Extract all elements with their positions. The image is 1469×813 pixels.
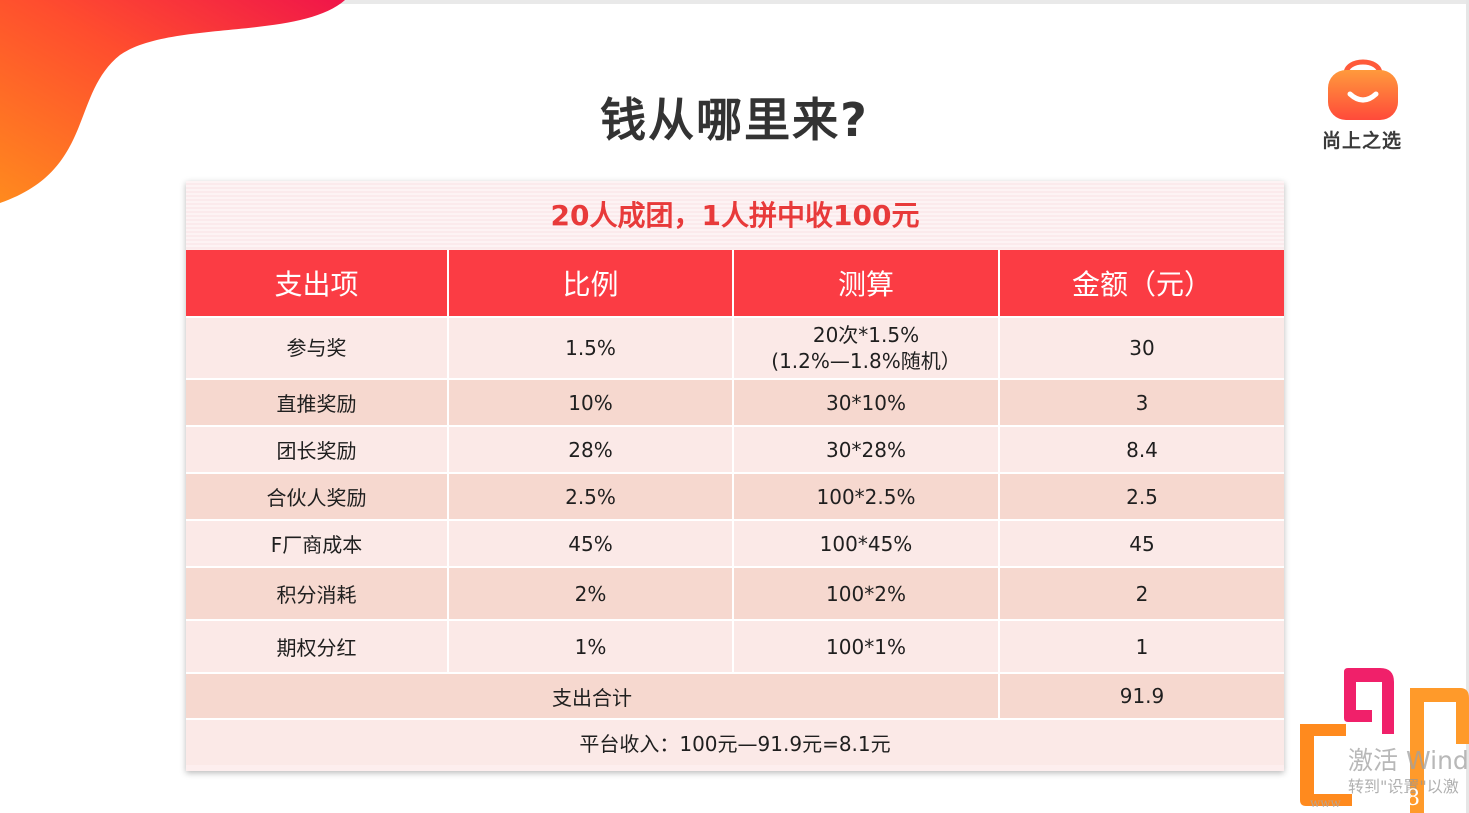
table-header-row: 支出项 比例 测算 金额（元） [186,250,1284,317]
cell-calc: 20次*1.5% (1.2%—1.8%随机） [733,316,1000,379]
cell-item: 参与奖 [186,316,449,379]
table-row: 积分消耗 2% 100*2% 2 [186,566,1284,620]
cell-amount: 2 [999,566,1284,620]
cell-calc: 30*10% [733,378,1000,426]
total-label: 支出合计 [186,672,1000,719]
header-expense-item: 支出项 [186,250,449,317]
cell-amount: 2.5 [999,472,1284,520]
profit-table-card: 20人成团，1人拼中收100元 支出项 比例 测算 金额（元） 参与奖 1.5% [186,181,1284,771]
cell-calc: 100*1% [733,619,1000,673]
slide-border [1466,0,1469,813]
watermark-site: www [1310,796,1341,810]
logo-text: 尚上之选 [1321,130,1402,152]
cell-amount: 45 [999,519,1284,567]
table-row: 合伙人奖励 2.5% 100*2.5% 2.5 [186,472,1284,520]
cell-item: 直推奖励 [186,378,449,426]
cell-amount: 30 [999,316,1284,379]
cell-ratio: 10% [448,378,734,426]
cell-amount: 3 [999,378,1284,426]
watermark-number: 1318 [1364,786,1420,811]
cell-calc: 100*2% [733,566,1000,620]
platform-income: 平台收入：100元—91.9元=8.1元 [186,718,1284,765]
activate-windows-subtext: 转到"设置"以激 [1348,777,1459,796]
cell-item: 期权分红 [186,619,449,673]
table-subtitle: 20人成团，1人拼中收100元 [186,181,1284,249]
header-calculation: 测算 [733,250,1000,317]
cell-amount: 1 [999,619,1284,673]
cell-ratio: 1% [448,619,734,673]
cell-item: F厂商成本 [186,519,449,567]
expense-table: 支出项 比例 测算 金额（元） 参与奖 1.5% 20次*1.5% (1.2%—… [186,250,1284,765]
cell-calc: 30*28% [733,425,1000,473]
table-row: F厂商成本 45% 100*45% 45 [186,519,1284,567]
cell-item: 团长奖励 [186,425,449,473]
cell-ratio: 1.5% [448,316,734,379]
cell-item: 积分消耗 [186,566,449,620]
table-row: 团长奖励 28% 30*28% 8.4 [186,425,1284,473]
cell-item: 合伙人奖励 [186,472,449,520]
cell-calc: 100*45% [733,519,1000,567]
cell-amount: 8.4 [999,425,1284,473]
total-amount: 91.9 [999,672,1284,719]
cell-ratio: 45% [448,519,734,567]
cell-ratio: 28% [448,425,734,473]
activate-windows-notice: 激活 Wind [1348,746,1469,775]
watermark-logo [1300,668,1469,813]
slide-border [0,0,1469,4]
table-row: 直推奖励 10% 30*10% 3 [186,378,1284,426]
table-total-row: 支出合计 91.9 [186,672,1284,719]
cell-calc-line: 20次*1.5% [812,323,920,347]
shopping-bag-logo-icon [1328,59,1398,120]
page-title: 钱从哪里来? [600,93,869,147]
table-income-row: 平台收入：100元—91.9元=8.1元 [186,718,1284,765]
cell-ratio: 2% [448,566,734,620]
header-amount: 金额（元） [999,250,1284,317]
cell-calc: 100*2.5% [733,472,1000,520]
table-row: 期权分红 1% 100*1% 1 [186,619,1284,673]
decorative-corner-shape [0,0,345,203]
table-row: 参与奖 1.5% 20次*1.5% (1.2%—1.8%随机） 30 [186,316,1284,379]
cell-ratio: 2.5% [448,472,734,520]
header-ratio: 比例 [448,250,734,317]
cell-calc-line: (1.2%—1.8%随机） [771,349,961,373]
